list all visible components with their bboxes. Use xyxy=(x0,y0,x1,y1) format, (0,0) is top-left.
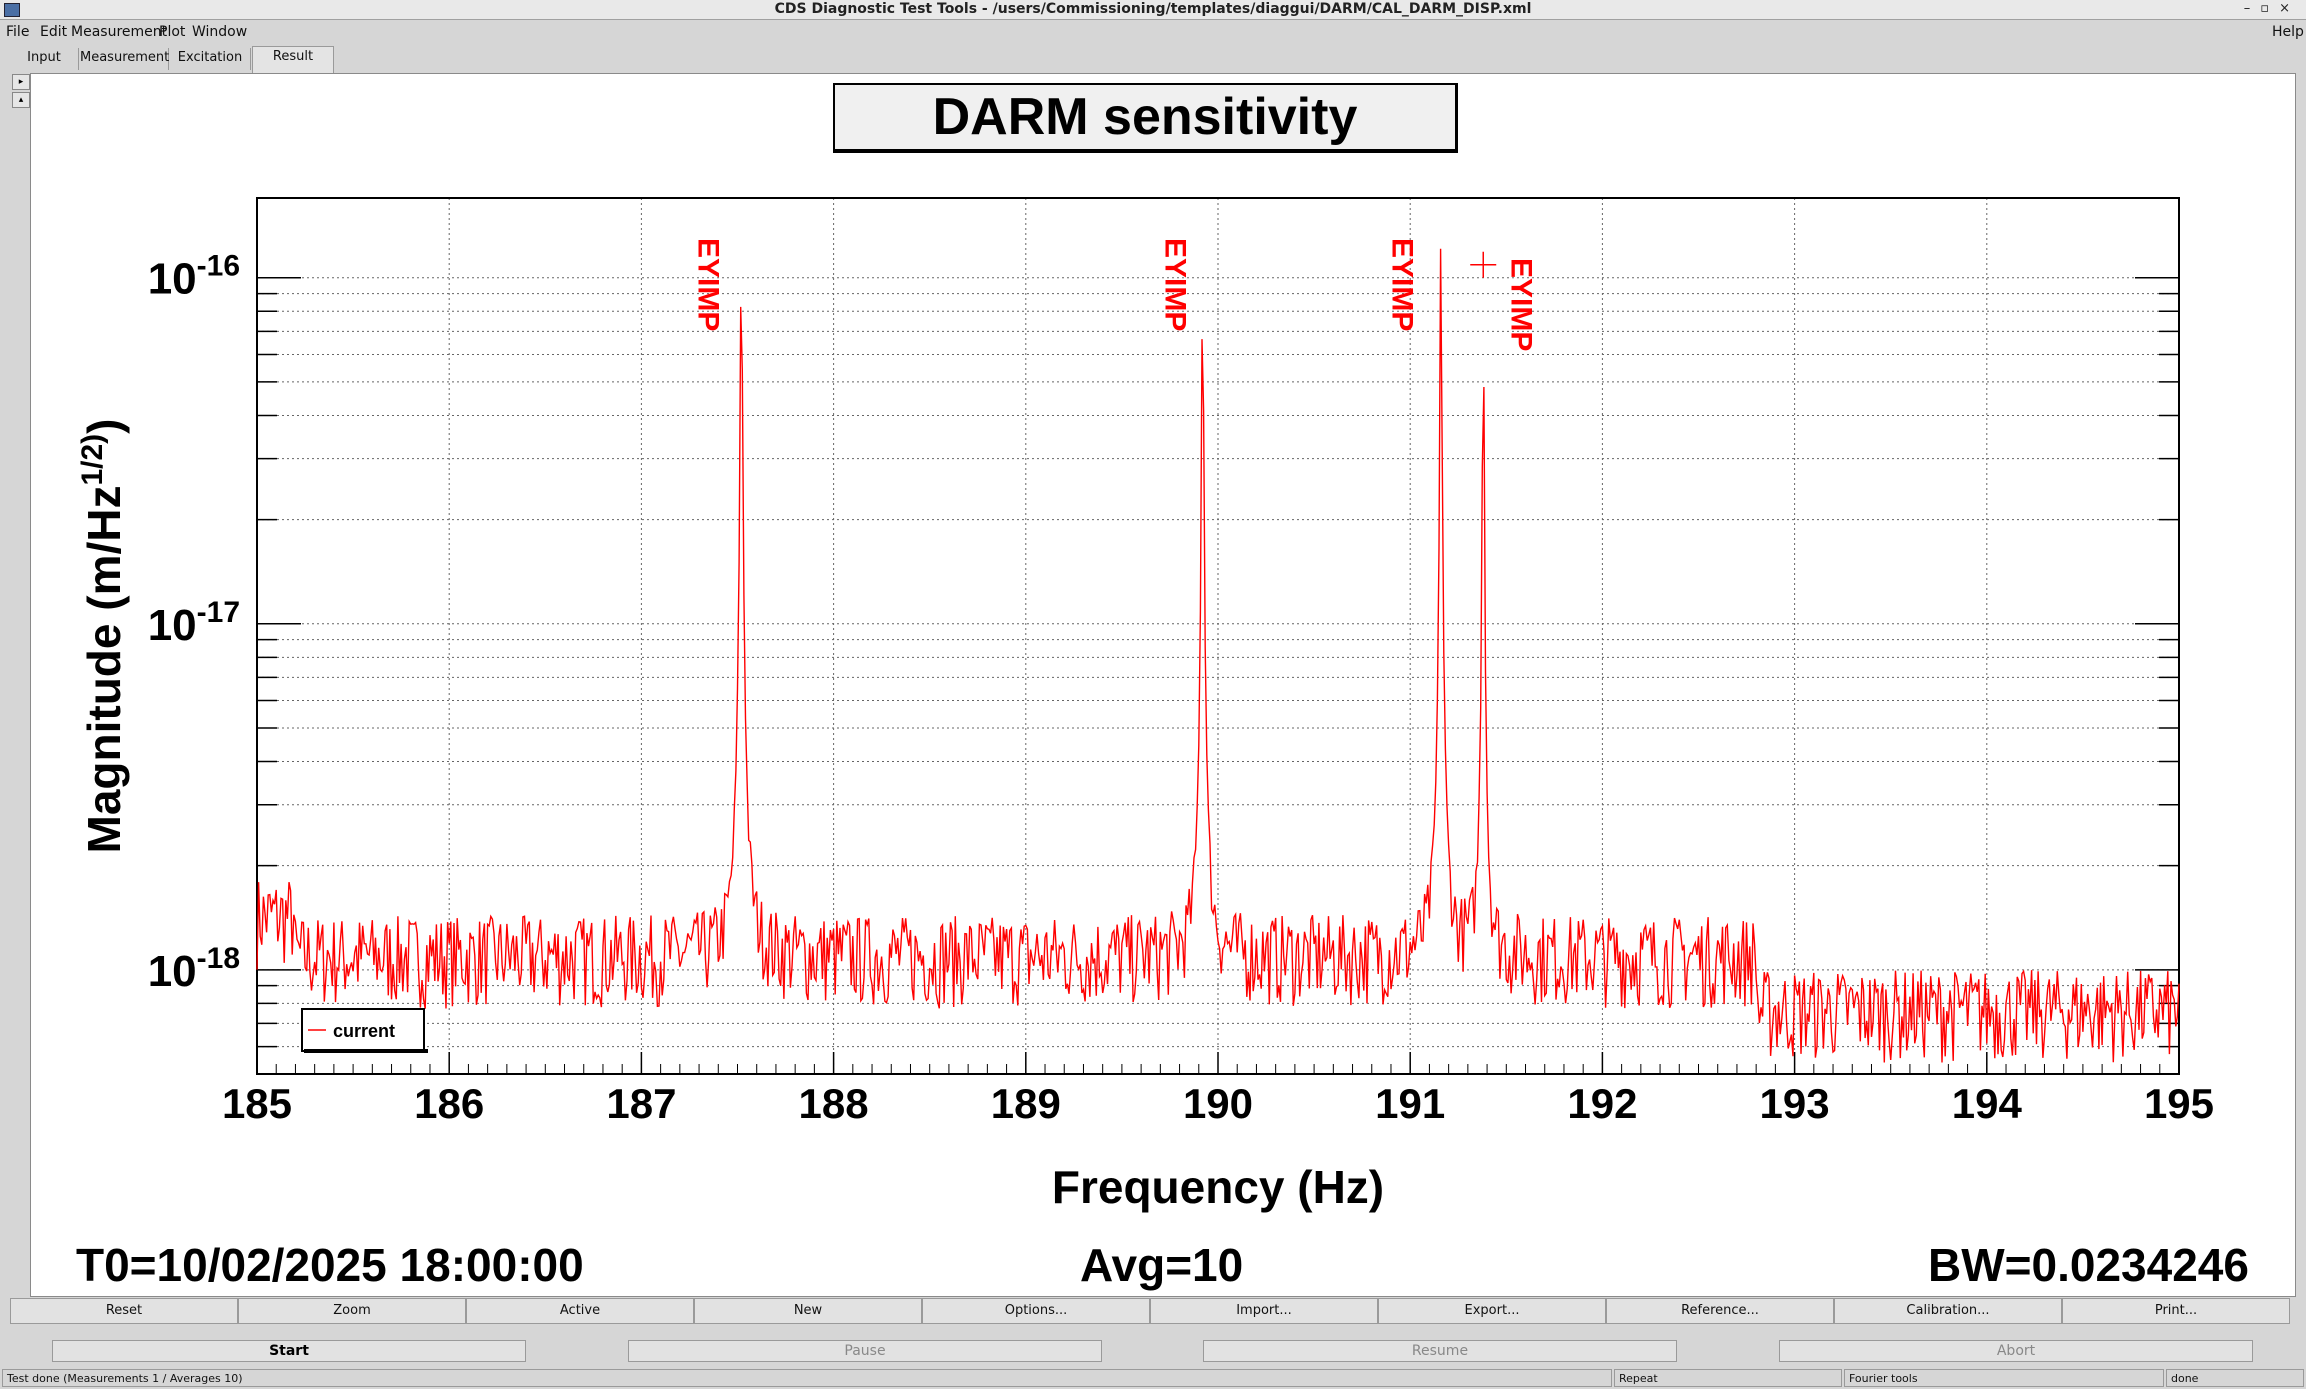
x-tick-label: 187 xyxy=(606,1080,676,1127)
y-axis-label: Magnitude (m/Hz1/2)) xyxy=(76,418,130,853)
pause-button[interactable]: Pause xyxy=(628,1340,1102,1362)
import-button[interactable]: Import... xyxy=(1150,1298,1378,1324)
expand-right-icon[interactable]: ▸ xyxy=(12,74,30,90)
x-tick-label: 194 xyxy=(1952,1080,2023,1127)
calibration-button[interactable]: Calibration... xyxy=(1834,1298,2062,1324)
x-tick-label: 195 xyxy=(2144,1080,2214,1127)
x-tick-label: 192 xyxy=(1567,1080,1637,1127)
bw-label: BW=0.0234246 xyxy=(1928,1239,2249,1291)
peak-annotation: EYIMP xyxy=(1159,238,1192,331)
window-title: CDS Diagnostic Test Tools - /users/Commi… xyxy=(774,1,1532,17)
menu-window[interactable]: Window xyxy=(192,24,248,40)
reset-button[interactable]: Reset xyxy=(10,1298,238,1324)
tab-result[interactable]: Result xyxy=(252,46,334,73)
plot-title: DARM sensitivity xyxy=(833,83,1458,153)
tab-bar: Input Measurement Excitation Result xyxy=(0,46,2306,73)
avg-label: Avg=10 xyxy=(1080,1239,1244,1291)
reference-button[interactable]: Reference... xyxy=(1606,1298,1834,1324)
x-tick-label: 188 xyxy=(799,1080,869,1127)
cursor-marker xyxy=(1470,251,1497,278)
menu-edit[interactable]: Edit xyxy=(40,24,68,40)
x-tick-label: 191 xyxy=(1375,1080,1445,1127)
menu-measurement[interactable]: Measurement xyxy=(71,24,168,40)
x-axis-label: Frequency (Hz) xyxy=(1052,1161,1384,1213)
print-button[interactable]: Print... xyxy=(2062,1298,2290,1324)
status-bar: Test done (Measurements 1 / Averages 10)… xyxy=(0,1368,2306,1389)
window-controls[interactable]: –▫× xyxy=(2243,1,2300,16)
app-icon[interactable] xyxy=(4,3,20,17)
resume-button[interactable]: Resume xyxy=(1203,1340,1677,1362)
x-tick-label: 189 xyxy=(991,1080,1061,1127)
status-main: Test done (Measurements 1 / Averages 10) xyxy=(2,1369,1612,1387)
peak-annotation: EYIMP xyxy=(692,238,725,331)
expand-up-icon[interactable]: ▴ xyxy=(12,92,30,108)
x-tick-label: 185 xyxy=(222,1080,292,1127)
plot-canvas[interactable] xyxy=(30,73,2296,1297)
title-bar: CDS Diagnostic Test Tools - /users/Commi… xyxy=(0,0,2306,20)
x-tick-label: 190 xyxy=(1183,1080,1253,1127)
zoom-button[interactable]: Zoom xyxy=(238,1298,466,1324)
menu-file[interactable]: File xyxy=(6,24,30,40)
y-tick-label: 10-18 xyxy=(148,942,240,996)
tab-measurement[interactable]: Measurement xyxy=(80,48,169,70)
start-button[interactable]: Start xyxy=(52,1340,526,1362)
new-button[interactable]: New xyxy=(694,1298,922,1324)
menu-help[interactable]: Help xyxy=(2272,24,2304,40)
tab-excitation[interactable]: Excitation xyxy=(170,48,251,70)
status-repeat: Repeat xyxy=(1614,1369,1842,1387)
t0-label: T0=10/02/2025 18:00:00 xyxy=(76,1239,584,1291)
menu-bar: File Edit Measurement Plot Window Help xyxy=(0,20,2306,44)
peak-annotation: EYIMP xyxy=(1505,258,1538,351)
options-button[interactable]: Options... xyxy=(922,1298,1150,1324)
x-tick-label: 186 xyxy=(414,1080,484,1127)
export-button[interactable]: Export... xyxy=(1378,1298,1606,1324)
y-tick-label: 10-17 xyxy=(148,596,240,650)
y-tick-label: 10-16 xyxy=(148,250,240,304)
tab-input[interactable]: Input xyxy=(10,48,79,70)
peak-annotation: EYIMP xyxy=(1386,238,1419,331)
menu-plot[interactable]: Plot xyxy=(159,24,186,40)
abort-button[interactable]: Abort xyxy=(1779,1340,2253,1362)
plot-button-row: Reset Zoom Active New Options... Import.… xyxy=(10,1298,2298,1324)
status-done: done xyxy=(2166,1369,2304,1387)
series-current-line xyxy=(256,248,2180,1063)
status-fourier: Fourier tools xyxy=(1844,1369,2164,1387)
legend: current xyxy=(301,1008,428,1053)
x-tick-label: 193 xyxy=(1760,1080,1830,1127)
legend-label: current xyxy=(333,1021,395,1041)
active-button[interactable]: Active xyxy=(466,1298,694,1324)
